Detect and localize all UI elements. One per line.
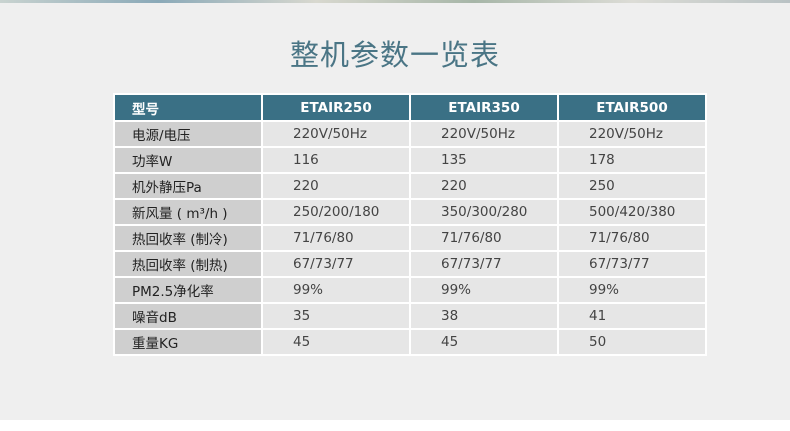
row-label: PM2.5净化率	[113, 276, 263, 304]
cell-value: 71/76/80	[409, 224, 559, 252]
table-row: PM2.5净化率 99% 99% 99%	[113, 276, 707, 304]
cell-value: 135	[409, 146, 559, 174]
cell-value: 45	[261, 328, 411, 356]
cell-value: 220V/50Hz	[261, 120, 411, 148]
header-model: ETAIR350	[409, 93, 559, 122]
cell-value: 99%	[409, 276, 559, 304]
cell-value: 220V/50Hz	[409, 120, 559, 148]
row-label: 重量KG	[113, 328, 263, 356]
cell-value: 250	[557, 172, 707, 200]
row-label: 电源/电压	[113, 120, 263, 148]
row-label: 功率W	[113, 146, 263, 174]
cell-value: 500/420/380	[557, 198, 707, 226]
bottom-margin	[0, 420, 790, 431]
page-title: 整机参数一览表	[289, 38, 500, 72]
table-row: 热回收率 (制热) 67/73/77 67/73/77 67/73/77	[113, 250, 707, 278]
table-row: 机外静压Pa 220 220 250	[113, 172, 707, 200]
cell-value: 67/73/77	[261, 250, 411, 278]
row-label: 新风量 ( m³/h )	[113, 198, 263, 226]
top-image-strip	[0, 0, 790, 3]
cell-value: 35	[261, 302, 411, 330]
cell-value: 67/73/77	[557, 250, 707, 278]
row-label: 机外静压Pa	[113, 172, 263, 200]
cell-value: 220V/50Hz	[557, 120, 707, 148]
row-label: 热回收率 (制冷)	[113, 224, 263, 252]
cell-value: 67/73/77	[409, 250, 559, 278]
table-row: 噪音dB 35 38 41	[113, 302, 707, 330]
table-row: 电源/电压 220V/50Hz 220V/50Hz 220V/50Hz	[113, 120, 707, 148]
cell-value: 50	[557, 328, 707, 356]
table-row: 重量KG 45 45 50	[113, 328, 707, 356]
cell-value: 99%	[261, 276, 411, 304]
cell-value: 71/76/80	[557, 224, 707, 252]
cell-value: 178	[557, 146, 707, 174]
cell-value: 220	[261, 172, 411, 200]
table-row: 热回收率 (制冷) 71/76/80 71/76/80 71/76/80	[113, 224, 707, 252]
table-row: 新风量 ( m³/h ) 250/200/180 350/300/280 500/42…	[113, 198, 707, 226]
cell-value: 220	[409, 172, 559, 200]
table-row: 功率W 116 135 178	[113, 146, 707, 174]
header-label: 型号	[113, 93, 263, 122]
table-header-row: 型号 ETAIR250 ETAIR350 ETAIR500	[113, 93, 707, 122]
header-model: ETAIR250	[261, 93, 411, 122]
cell-value: 45	[409, 328, 559, 356]
cell-value: 99%	[557, 276, 707, 304]
header-model: ETAIR500	[557, 93, 707, 122]
cell-value: 116	[261, 146, 411, 174]
spec-table: 型号 ETAIR250 ETAIR350 ETAIR500 电源/电压 220V/50H…	[113, 93, 707, 356]
cell-value: 71/76/80	[261, 224, 411, 252]
cell-value: 38	[409, 302, 559, 330]
row-label: 噪音dB	[113, 302, 263, 330]
cell-value: 350/300/280	[409, 198, 559, 226]
row-label: 热回收率 (制热)	[113, 250, 263, 278]
cell-value: 41	[557, 302, 707, 330]
cell-value: 250/200/180	[261, 198, 411, 226]
